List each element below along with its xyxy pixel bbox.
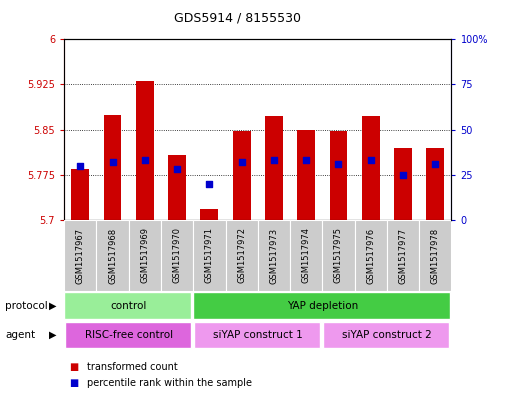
Text: GSM1517978: GSM1517978 xyxy=(431,228,440,283)
Bar xyxy=(136,81,154,220)
Bar xyxy=(394,148,412,220)
Bar xyxy=(64,292,191,319)
Text: GSM1517967: GSM1517967 xyxy=(76,228,85,283)
Bar xyxy=(426,148,444,220)
Text: percentile rank within the sample: percentile rank within the sample xyxy=(87,378,252,388)
Text: siYAP construct 1: siYAP construct 1 xyxy=(213,330,303,340)
Point xyxy=(334,161,343,167)
Text: GSM1517974: GSM1517974 xyxy=(302,228,311,283)
Point xyxy=(205,181,213,187)
Text: GSM1517976: GSM1517976 xyxy=(366,228,375,283)
Bar xyxy=(168,155,186,220)
Bar xyxy=(290,220,322,291)
Bar xyxy=(64,220,96,291)
Text: GSM1517973: GSM1517973 xyxy=(269,228,279,283)
Text: siYAP construct 2: siYAP construct 2 xyxy=(342,330,432,340)
Text: GSM1517968: GSM1517968 xyxy=(108,228,117,283)
Bar xyxy=(71,169,89,220)
Bar xyxy=(161,220,193,291)
Text: GSM1517969: GSM1517969 xyxy=(141,228,149,283)
Text: control: control xyxy=(110,301,147,310)
Bar xyxy=(298,130,315,220)
Text: ▶: ▶ xyxy=(49,301,56,310)
Bar xyxy=(329,131,347,220)
Text: transformed count: transformed count xyxy=(87,362,178,373)
Point xyxy=(367,157,375,163)
Point xyxy=(108,159,116,165)
Point xyxy=(270,157,278,163)
Point xyxy=(431,161,440,167)
Text: ■: ■ xyxy=(69,378,78,388)
Point xyxy=(399,172,407,178)
Bar xyxy=(129,220,161,291)
Bar xyxy=(322,220,354,291)
Text: ▶: ▶ xyxy=(49,330,56,340)
Text: ■: ■ xyxy=(69,362,78,373)
Bar xyxy=(323,322,449,348)
Bar xyxy=(193,220,226,291)
Text: GSM1517972: GSM1517972 xyxy=(237,228,246,283)
Bar xyxy=(233,131,250,220)
Bar xyxy=(65,322,191,348)
Bar xyxy=(194,322,320,348)
Text: protocol: protocol xyxy=(5,301,48,310)
Bar xyxy=(354,220,387,291)
Point xyxy=(302,157,310,163)
Text: GDS5914 / 8155530: GDS5914 / 8155530 xyxy=(174,12,301,25)
Bar xyxy=(265,116,283,220)
Text: agent: agent xyxy=(5,330,35,340)
Bar xyxy=(193,292,449,319)
Point xyxy=(141,157,149,163)
Bar xyxy=(96,220,129,291)
Bar xyxy=(387,220,419,291)
Point xyxy=(173,166,181,173)
Point xyxy=(238,159,246,165)
Text: GSM1517971: GSM1517971 xyxy=(205,228,214,283)
Bar xyxy=(104,115,122,220)
Text: RISC-free control: RISC-free control xyxy=(85,330,173,340)
Bar xyxy=(226,220,258,291)
Text: YAP depletion: YAP depletion xyxy=(287,301,358,310)
Bar xyxy=(201,209,218,220)
Text: GSM1517977: GSM1517977 xyxy=(399,228,407,283)
Text: GSM1517975: GSM1517975 xyxy=(334,228,343,283)
Bar xyxy=(419,220,451,291)
Bar xyxy=(258,220,290,291)
Bar xyxy=(362,116,380,220)
Text: GSM1517970: GSM1517970 xyxy=(172,228,182,283)
Point xyxy=(76,163,84,169)
